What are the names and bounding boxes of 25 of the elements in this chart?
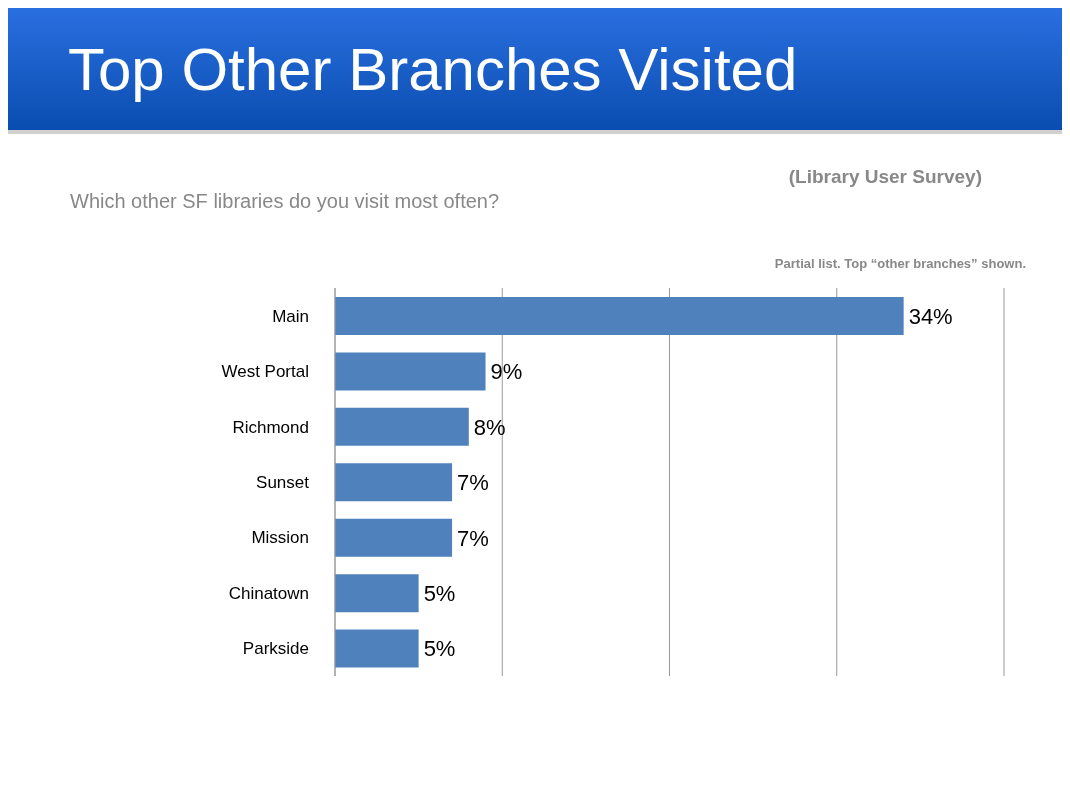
data-label: 8% bbox=[473, 414, 506, 440]
y-tick-label: Sunset bbox=[256, 473, 310, 493]
data-label: 34% bbox=[908, 303, 953, 329]
y-tick-label: Chinatown bbox=[228, 583, 309, 603]
data-label: 7% bbox=[457, 470, 489, 496]
bar bbox=[335, 463, 453, 502]
y-tick-label: Main bbox=[272, 306, 309, 326]
bar bbox=[335, 352, 486, 391]
chart-subtitle: Which other SF libraries do you visit most often? bbox=[70, 190, 500, 213]
bar bbox=[335, 629, 419, 668]
data-label: 9% bbox=[490, 359, 523, 385]
text: Partial list. Top “other branches” shown. bbox=[774, 256, 1026, 271]
data-label: 7% bbox=[457, 525, 489, 551]
bar bbox=[335, 407, 469, 446]
chart-title: Top Other Branches Visited bbox=[68, 34, 798, 104]
y-tick-label: Richmond bbox=[232, 417, 309, 437]
data-label: 5% bbox=[423, 636, 456, 662]
data-label: 5% bbox=[423, 580, 456, 606]
bar bbox=[335, 518, 453, 557]
y-tick-label: Mission bbox=[251, 528, 309, 548]
y-tick-label: Parkside bbox=[242, 639, 309, 659]
bar bbox=[335, 297, 904, 335]
text: (Library User Survey) bbox=[788, 166, 982, 188]
bar bbox=[335, 574, 419, 613]
y-tick-label: West Portal bbox=[221, 362, 309, 382]
